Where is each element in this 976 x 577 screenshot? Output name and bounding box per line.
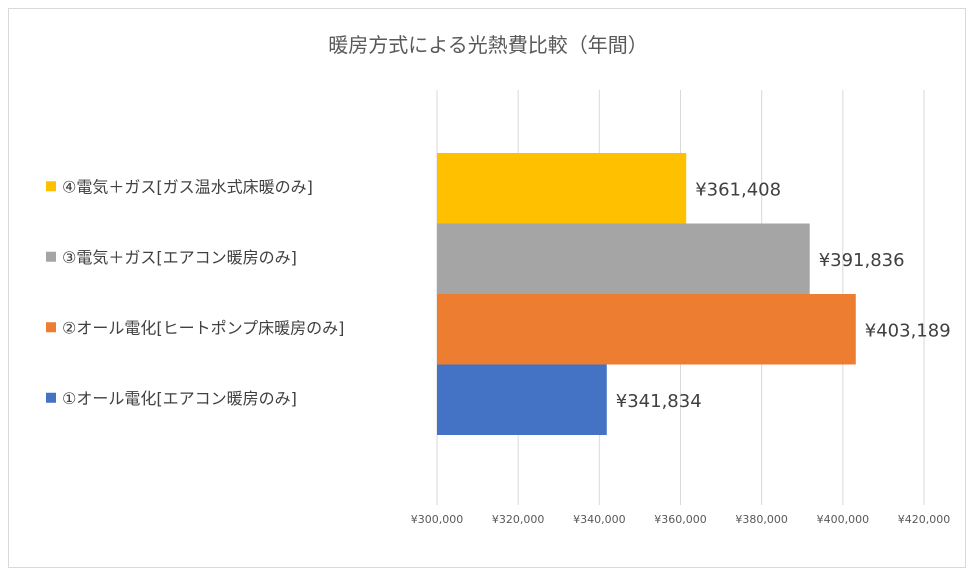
- bar-1: [437, 364, 607, 435]
- category-label-4: ④電気＋ガス[ガス温水式床暖のみ]: [62, 177, 313, 196]
- x-tick-label-4: ¥380,000: [735, 513, 788, 526]
- x-tick-labels: ¥300,000 ¥320,000 ¥340,000 ¥360,000 ¥380,000…: [411, 513, 951, 526]
- data-label-4: ¥361,408: [695, 179, 781, 200]
- category-marker-2: [46, 322, 56, 333]
- x-tick-label-0: ¥300,000: [411, 513, 464, 526]
- category-marker-3: [46, 251, 56, 262]
- x-tick-label-5: ¥400,000: [817, 513, 870, 526]
- x-tick-label-6: ¥420,000: [898, 513, 951, 526]
- bar-4: [437, 153, 687, 224]
- data-labels: ¥341,834 ¥403,189 ¥391,836 ¥361,408: [616, 179, 951, 412]
- category-marker-4: [46, 181, 56, 192]
- x-tick-label-3: ¥360,000: [654, 513, 707, 526]
- data-label-1: ¥341,834: [616, 391, 702, 412]
- category-label-3: ③電気＋ガス[エアコン暖房のみ]: [62, 248, 297, 267]
- category-label-1: ①オール電化[エアコン暖房のみ]: [62, 389, 297, 408]
- data-label-2: ¥403,189: [865, 320, 951, 341]
- x-tick-label-2: ¥340,000: [573, 513, 626, 526]
- chart-title: 暖房方式による光熱費比較（年間）: [328, 33, 647, 57]
- category-marker-1: [46, 392, 56, 403]
- x-tick-label-1: ¥320,000: [492, 513, 545, 526]
- bars: [437, 153, 856, 435]
- category-labels: ①オール電化[エアコン暖房のみ] ②オール電化[ヒートポンプ床暖房のみ] ③電気＋ガ…: [46, 177, 344, 408]
- data-label-3: ¥391,836: [819, 250, 905, 271]
- bar-3: [437, 223, 810, 294]
- bar-2: [437, 294, 856, 365]
- category-label-2: ②オール電化[ヒートポンプ床暖房のみ]: [62, 318, 344, 337]
